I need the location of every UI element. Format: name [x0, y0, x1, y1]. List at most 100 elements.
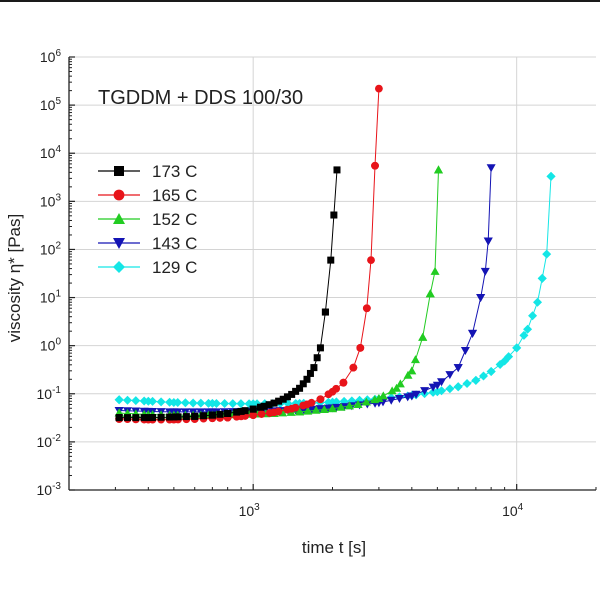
data-point: [349, 363, 358, 372]
data-marker: [306, 369, 314, 377]
data-marker: [479, 371, 489, 381]
data-marker: [265, 401, 273, 409]
data-point: [512, 343, 522, 353]
data-marker: [196, 398, 206, 408]
data-point: [523, 324, 533, 334]
data-point: [249, 411, 258, 420]
data-marker: [445, 384, 455, 394]
data-marker: [180, 398, 190, 408]
data-marker: [420, 387, 430, 396]
data-marker: [313, 354, 321, 362]
y-tick-label: 10-2: [37, 433, 62, 450]
legend-label: 152 C: [152, 210, 197, 229]
legend-label: 129 C: [152, 258, 197, 277]
legend-item: 152 C: [98, 210, 197, 229]
legend-marker: [114, 166, 124, 176]
data-marker: [519, 330, 529, 340]
data-marker: [460, 346, 470, 355]
legend-item: 143 C: [98, 234, 197, 253]
data-point: [407, 392, 417, 401]
y-tick-label: 100: [40, 337, 62, 354]
data-point: [433, 165, 443, 174]
legend-item: 173 C: [98, 162, 197, 181]
data-marker: [200, 412, 208, 420]
data-point: [432, 381, 442, 390]
data-marker: [319, 404, 329, 413]
data-marker: [156, 397, 166, 407]
y-tick-label: 105: [40, 96, 62, 113]
data-marker: [528, 311, 538, 321]
data-marker: [256, 403, 264, 411]
legend: 173 C 165 C 152 C 143 C 129 C: [98, 162, 197, 277]
series-line: [119, 169, 439, 416]
data-marker: [410, 355, 420, 364]
y-tick-label: 10-1: [37, 385, 62, 402]
data-point: [483, 237, 493, 246]
legend-item: 129 C: [98, 258, 197, 277]
data-point: [425, 289, 435, 298]
data-point: [339, 378, 348, 387]
data-marker: [387, 386, 397, 395]
data-point: [310, 364, 318, 372]
data-point: [327, 256, 335, 264]
data-layer: [114, 84, 556, 424]
data-marker: [361, 397, 371, 406]
data-point: [328, 387, 337, 396]
data-marker: [386, 396, 396, 405]
data-marker: [311, 405, 321, 414]
data-point: [316, 344, 324, 352]
data-point: [407, 366, 417, 375]
data-point: [296, 384, 304, 392]
data-point: [500, 356, 510, 366]
data-point: [537, 273, 547, 283]
series-165-C: [115, 84, 383, 424]
data-point: [430, 266, 440, 275]
data-marker: [140, 414, 148, 422]
data-marker: [123, 414, 131, 422]
data-point: [191, 412, 199, 420]
data-point: [321, 308, 329, 316]
data-point: [371, 161, 379, 170]
data-point: [237, 407, 245, 415]
x-tick-label: 104: [502, 502, 524, 519]
y-axis-label: viscosity η* [Pas]: [5, 214, 24, 343]
data-marker: [283, 393, 291, 401]
data-point: [328, 404, 337, 413]
data-point: [476, 294, 486, 303]
axes-layer: 10-3 10-2 10-1 100 101 102 103 104 105 106 103 104: [37, 48, 597, 519]
data-marker: [378, 391, 388, 400]
data-point: [208, 411, 216, 419]
data-marker: [292, 387, 300, 395]
data-point: [114, 395, 124, 405]
data-point: [270, 408, 278, 417]
top-border-line: [0, 0, 600, 2]
data-marker: [303, 406, 313, 415]
data-marker: [336, 402, 346, 411]
legend-label: 173 C: [152, 162, 197, 181]
series-173-C: [115, 166, 341, 422]
data-point: [279, 395, 287, 403]
data-point: [480, 267, 490, 276]
data-marker: [275, 397, 283, 405]
data-marker: [241, 407, 249, 415]
data-point: [374, 393, 384, 402]
legend-label: 165 C: [152, 186, 197, 205]
data-marker: [216, 410, 224, 418]
y-tick-label: 103: [40, 192, 62, 209]
legend-marker: [113, 238, 125, 249]
data-point: [486, 164, 496, 173]
data-point: [546, 171, 556, 181]
data-point: [143, 396, 153, 406]
legend-marker: [113, 213, 125, 224]
data-point: [418, 332, 428, 341]
data-point: [115, 414, 123, 422]
legend-marker: [113, 261, 125, 273]
legend-item: 165 C: [98, 186, 197, 205]
data-point: [169, 397, 179, 407]
data-marker: [395, 379, 405, 388]
data-marker: [122, 395, 132, 405]
data-marker: [166, 413, 174, 421]
data-point: [453, 364, 463, 373]
